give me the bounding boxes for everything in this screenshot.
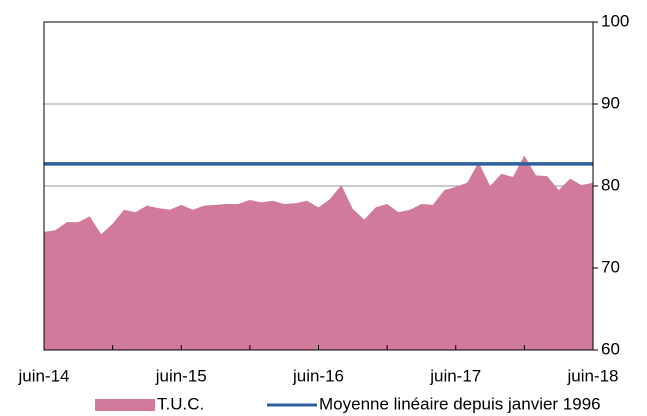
x-tick-label: juin-18 <box>566 366 618 385</box>
legend-label: Moyenne linéaire depuis janvier 1996 <box>319 394 601 413</box>
x-tick-label: juin-16 <box>292 366 344 385</box>
legend-label: T.U.C. <box>157 394 204 413</box>
y-tick-label: 100 <box>601 11 629 30</box>
area <box>44 155 593 350</box>
y-tick-label: 90 <box>601 93 620 112</box>
x-tick-label: juin-15 <box>155 366 207 385</box>
y-tick-label: 80 <box>601 175 620 194</box>
x-tick-label: juin-17 <box>429 366 481 385</box>
y-tick-label: 60 <box>601 339 620 358</box>
x-tick-label: juin-14 <box>17 366 69 385</box>
legend-swatch <box>95 399 155 411</box>
y-tick-label: 70 <box>601 257 620 276</box>
